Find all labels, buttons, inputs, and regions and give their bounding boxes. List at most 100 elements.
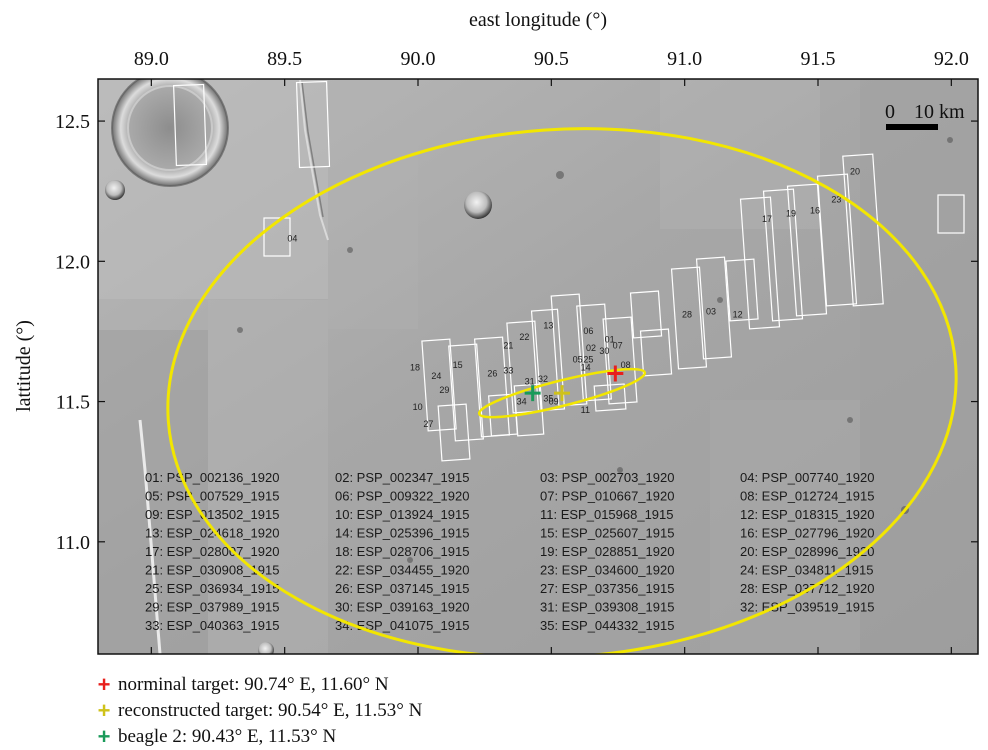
image-list-entry: 06: PSP_009322_1920 <box>335 489 469 504</box>
x-tick-label: 91.0 <box>667 48 702 70</box>
footprint-label: 31 <box>525 377 535 387</box>
image-list-entry: 02: PSP_002347_1915 <box>335 470 469 485</box>
footprint-outline <box>629 290 663 339</box>
footprint-label: 35 <box>543 394 553 404</box>
x-tick-label: 89.0 <box>134 48 169 70</box>
image-list-entry: 32: ESP_039519_1915 <box>740 600 874 615</box>
scale-bar-zero: 0 <box>885 101 895 123</box>
footprint-outline <box>437 403 471 462</box>
footprint-outline <box>263 217 291 257</box>
legend-item-beagle: + beagle 2: 90.43° E, 11.53° N <box>96 724 422 750</box>
footprint-outline <box>695 256 733 360</box>
footprint-outline <box>725 258 759 322</box>
image-list-entry: 07: PSP_010667_1920 <box>540 489 674 504</box>
footprint-label: 24 <box>431 371 441 381</box>
legend-text-nominal: norminal target: 90.74° E, 11.60° N <box>118 674 389 695</box>
plot-frame <box>97 78 979 655</box>
image-list-entry: 14: ESP_025396_1915 <box>335 526 469 541</box>
image-list-entry: 27: ESP_037356_1915 <box>540 581 674 596</box>
footprint-label-layer: 01 02 03 04 05 06 07 08 09 10 11 12 13 14 15 16 17 18 19 20… <box>287 166 860 428</box>
landing-ellipse <box>166 127 958 654</box>
x-tick-label: 90.0 <box>401 48 436 70</box>
image-list-entry: 05: PSP_007529_1915 <box>145 489 279 504</box>
footprint-outline <box>739 196 781 330</box>
footprint-outline <box>842 153 884 307</box>
footprint-outline <box>593 383 627 412</box>
footprint-label: 16 <box>810 206 820 216</box>
nominal-marker <box>607 365 624 382</box>
footprint-outline <box>639 328 673 377</box>
image-list-entry: 08: ESP_012724_1915 <box>740 489 874 504</box>
x-tick-label: 91.5 <box>801 48 836 70</box>
footprint-label: 34 <box>517 396 527 406</box>
footprint-outline <box>448 343 484 442</box>
x-axis-ticks: 89.0 89.5 90.0 90.5 91.0 91.5 92.0 <box>134 48 969 654</box>
legend-text-reconstructed: reconstructed target: 90.54° E, 11.53° N <box>118 700 423 721</box>
legend-item-nominal: + norminal target: 90.74° E, 11.60° N <box>96 672 422 698</box>
image-list-entry: 18: ESP_028706_1915 <box>335 544 469 559</box>
footprint-label: 25 <box>583 354 593 364</box>
footprint-label: 26 <box>487 368 497 378</box>
footprint-outline <box>506 320 542 414</box>
x-tick-label: 89.5 <box>267 48 302 70</box>
footprint-outline <box>786 183 828 317</box>
footprint-label: 06 <box>583 326 593 336</box>
footprint-label: 23 <box>831 194 841 204</box>
footprint-label: 28 <box>682 309 692 319</box>
image-list-entry: 29: ESP_037989_1915 <box>145 600 279 615</box>
footprint-outline <box>762 188 804 322</box>
footprint-outline <box>937 194 965 234</box>
footprint-label: 30 <box>599 346 609 356</box>
image-list-entry: 30: ESP_039163_1920 <box>335 600 469 615</box>
image-list-entry: 17: ESP_028007_1920 <box>145 544 279 559</box>
marker-legend: + norminal target: 90.74° E, 11.60° N + … <box>96 672 423 750</box>
image-list-entry: 04: PSP_007740_1920 <box>740 470 874 485</box>
image-list-entry: 10: ESP_013924_1915 <box>335 507 469 522</box>
landing-ellipse-layer <box>166 127 958 654</box>
image-list-entry: 23: ESP_034600_1920 <box>540 563 674 578</box>
footprint-label: 10 <box>413 402 423 412</box>
footprint-label: 02 <box>586 343 596 353</box>
beagle-marker <box>524 385 541 402</box>
y-tick-label: 12.5 <box>55 111 90 133</box>
image-list-entry: 09: ESP_013502_1915 <box>145 507 279 522</box>
footprint-label: 22 <box>519 332 529 342</box>
image-list-entry: 11: ESP_015968_1915 <box>540 507 674 522</box>
footprint-label: 15 <box>453 360 463 370</box>
reconstructed-marker <box>554 385 570 402</box>
red-cross-icon: + <box>97 672 111 697</box>
footprint-outline <box>576 303 612 402</box>
scale-bar: 0 10 km <box>885 101 965 130</box>
image-list-entry: 15: ESP_025607_1915 <box>540 526 674 541</box>
footprint-label: 05 <box>573 354 583 364</box>
footprint-label: 04 <box>287 234 297 244</box>
image-list-entry: 33: ESP_040363_1915 <box>145 618 279 633</box>
legend-text-beagle: beagle 2: 90.43° E, 11.53° N <box>118 726 337 747</box>
footprint-outline <box>550 293 588 407</box>
image-list-entry: 16: ESP_027796_1920 <box>740 526 874 541</box>
green-cross-icon: + <box>97 724 111 749</box>
footprint-label: 08 <box>621 360 631 370</box>
footprint-label: 07 <box>613 340 623 350</box>
x-axis-title: east longitude (°) <box>469 9 607 31</box>
footprint-label: 19 <box>786 208 796 218</box>
x-tick-label: 90.5 <box>534 48 569 70</box>
x-tick-label: 92.0 <box>934 48 969 70</box>
image-list-entry: 28: ESP_037712_1920 <box>740 581 874 596</box>
footprint-label: 11 <box>581 405 590 415</box>
footprint-label: 33 <box>503 366 513 376</box>
target-markers <box>524 365 624 402</box>
legend-item-reconstructed: + reconstructed target: 90.54° E, 11.53°… <box>96 698 423 724</box>
footprint-label: 03 <box>706 307 716 317</box>
footprint-label: 29 <box>439 385 449 395</box>
footprint-outline <box>421 338 457 432</box>
image-list-entry: 01: PSP_002136_1920 <box>145 470 279 485</box>
footprint-label: 09 <box>549 396 559 406</box>
scale-bar-label: 10 km <box>914 101 965 123</box>
y-tick-label: 12.0 <box>55 251 90 273</box>
footprint-outline <box>670 266 708 370</box>
footprint-label: 18 <box>410 363 420 373</box>
image-list-entry: 03: PSP_002703_1920 <box>540 470 674 485</box>
y-axis-ticks: 12.5 12.0 11.5 11.0 <box>55 111 978 554</box>
